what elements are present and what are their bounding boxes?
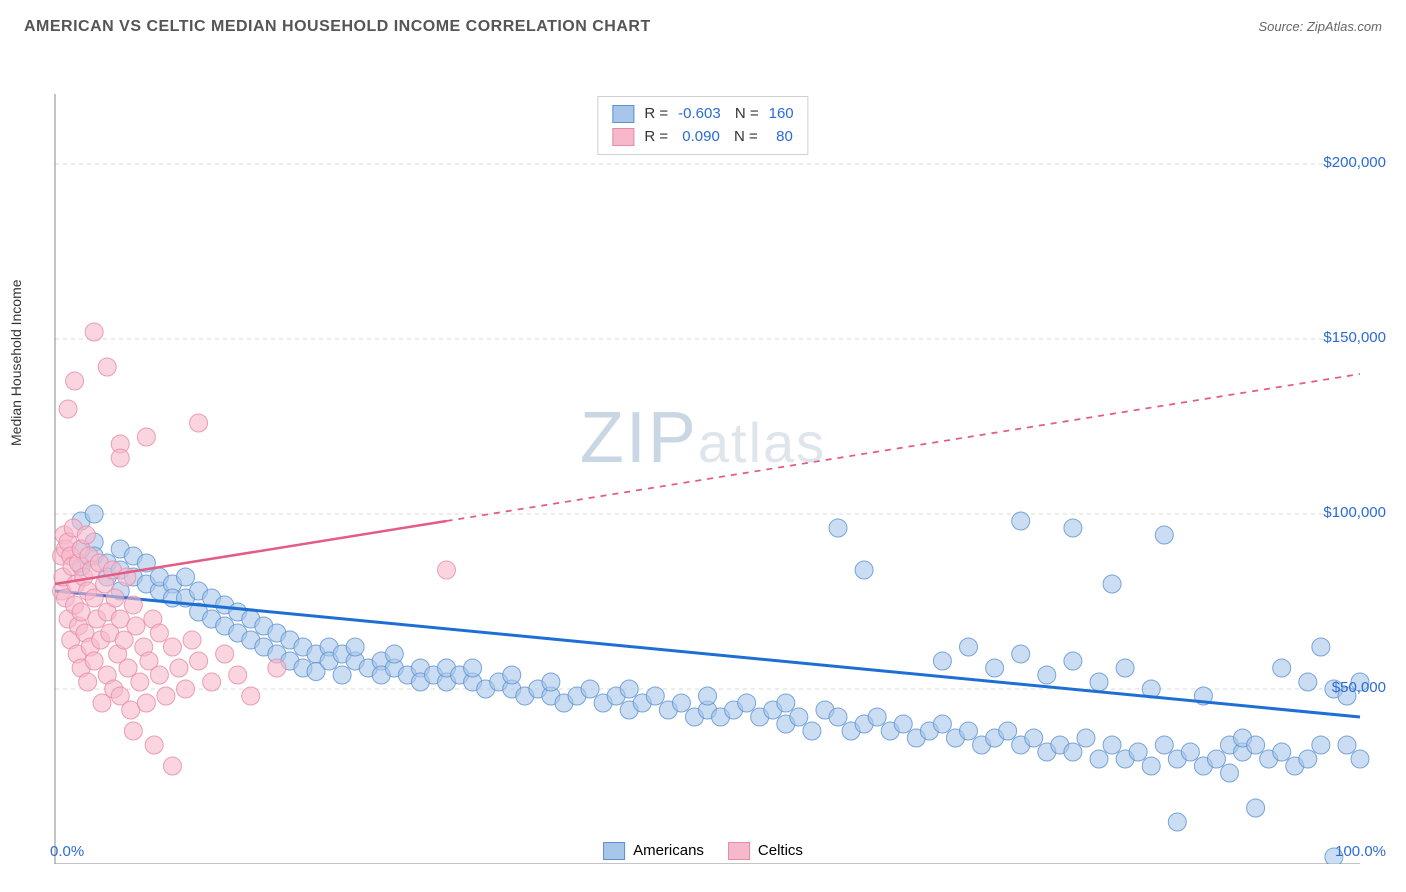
swatch-americans bbox=[603, 842, 625, 860]
swatch-americans bbox=[612, 105, 634, 123]
y-tick-label: $200,000 bbox=[1323, 154, 1386, 171]
swatch-celtics bbox=[612, 128, 634, 146]
y-tick-label: $50,000 bbox=[1332, 679, 1386, 696]
chart-title: AMERICAN VS CELTIC MEDIAN HOUSEHOLD INCO… bbox=[24, 18, 651, 36]
chart-container: Median Household Income ZIPatlas R =-0.6… bbox=[0, 44, 1406, 864]
scatter-plot bbox=[0, 44, 1406, 864]
x-axis-max: 100.0% bbox=[1335, 843, 1386, 860]
series-legend: Americans Celtics bbox=[603, 842, 803, 860]
y-axis-label: Median Household Income bbox=[8, 279, 24, 446]
x-axis-min: 0.0% bbox=[50, 843, 84, 860]
y-tick-label: $150,000 bbox=[1323, 329, 1386, 346]
y-tick-label: $100,000 bbox=[1323, 504, 1386, 521]
swatch-celtics bbox=[728, 842, 750, 860]
source-attribution: Source: ZipAtlas.com bbox=[1258, 18, 1382, 36]
correlation-legend: R =-0.603 N =160 R = 0.090 N = 80 bbox=[597, 96, 808, 155]
